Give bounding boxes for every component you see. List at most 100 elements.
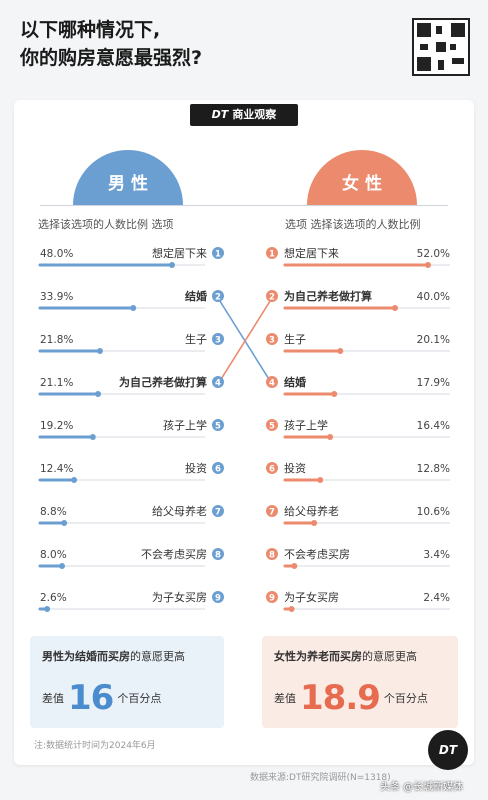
qr-code-icon[interactable] [412, 18, 470, 76]
female-value-label: 10.6% [417, 506, 450, 518]
male-bar-end [89, 434, 96, 440]
summary-male: 男性为结婚而买房的意愿更高 差值 16 个百分点 [30, 636, 224, 728]
female-category-label: 孩子上学 [284, 418, 328, 432]
page-title: 以下哪种情况下, 你的购房意愿最强烈? [20, 16, 202, 72]
footnote: 注:数据统计时间为2024年6月 [34, 741, 156, 751]
male-category-label: 生子 [185, 332, 207, 346]
female-bar-end [288, 606, 295, 612]
female-rank-circle [266, 290, 278, 302]
male-rank-circle [212, 419, 224, 431]
column-header-female: 选项 选择该选项的人数比例 [285, 218, 421, 231]
female-rank-label: 3 [269, 336, 275, 346]
summary-male-title-rest: 的意愿更高 [130, 650, 185, 663]
female-rank-circle [266, 333, 278, 345]
summary-female-prefix: 差值 [274, 692, 296, 705]
summary-female: 女性为养老而买房的意愿更高 差值 18.9 个百分点 [262, 636, 458, 728]
male-rank-circle [212, 376, 224, 388]
female-bar-end [425, 262, 431, 268]
female-rank-label: 1 [269, 250, 275, 260]
summary-male-prefix: 差值 [42, 692, 64, 705]
female-rank-label: 5 [269, 422, 275, 432]
female-category-label: 想定居下来 [284, 246, 339, 260]
male-value-label: 12.4% [40, 463, 73, 475]
male-bar-end [61, 520, 68, 526]
column-header-male: 选择该选项的人数比例 选项 [38, 218, 174, 231]
male-value-label: 2.6% [40, 592, 67, 604]
male-rank-circle [212, 290, 224, 302]
summary-male-diff: 差值 16 个百分点 [42, 678, 161, 718]
male-category-label: 投资 [185, 461, 207, 475]
male-category-label: 给父母养老 [152, 504, 207, 518]
title-line-2: 你的购房意愿最强烈? [20, 47, 203, 69]
female-rank-label: 6 [269, 465, 275, 475]
summary-male-title-bold: 男性为结婚而买房 [42, 650, 130, 663]
summary-female-title: 女性为养老而买房的意愿更高 [274, 648, 417, 664]
female-bar-end [317, 477, 324, 483]
male-rank-label: 2 [215, 293, 221, 303]
male-bar-end [44, 606, 51, 612]
male-bar-end [96, 348, 103, 354]
male-rank-label: 9 [215, 594, 221, 604]
summary-female-title-bold: 女性为养老而买房 [274, 650, 362, 663]
male-value-label: 21.8% [40, 334, 73, 346]
male-bar-end [59, 563, 65, 569]
female-rank-circle [266, 548, 278, 560]
male-rank-circle [212, 548, 224, 560]
title-line-1: 以下哪种情况下, [20, 19, 161, 41]
male-value-label: 8.8% [40, 506, 67, 518]
male-rank-circle [212, 591, 224, 603]
summary-male-title: 男性为结婚而买房的意愿更高 [42, 648, 185, 664]
female-rank-label: 8 [269, 551, 275, 561]
male-value-label: 48.0% [40, 248, 73, 260]
female-rank-circle [266, 462, 278, 474]
female-bar-end [331, 391, 338, 397]
male-bar-end [71, 477, 78, 483]
female-category-label: 给父母养老 [284, 504, 339, 518]
brand-dt-mark: DT [211, 108, 229, 121]
male-bar-end [95, 391, 102, 397]
summary-male-suffix: 个百分点 [117, 692, 162, 705]
male-category-label: 结婚 [184, 289, 207, 303]
female-value-label: 40.0% [417, 291, 450, 303]
female-bar-end [392, 305, 398, 311]
legend-baseline [40, 205, 448, 206]
female-category-label: 生子 [284, 332, 306, 346]
dt-badge-icon: DT [428, 730, 468, 770]
brand-logo: DT 商业观察 [190, 104, 298, 126]
male-category-label: 想定居下来 [152, 246, 207, 260]
male-rank-circle [212, 462, 224, 474]
male-rank-label: 1 [215, 250, 221, 260]
female-value-label: 3.4% [423, 549, 450, 561]
male-value-label: 19.2% [40, 420, 73, 432]
female-rank-circle [266, 505, 278, 517]
male-value-label: 33.9% [40, 291, 73, 303]
female-bar-end [311, 520, 318, 526]
male-category-label: 孩子上学 [163, 418, 207, 432]
female-value-label: 17.9% [417, 377, 450, 389]
female-rank-circle [266, 376, 278, 388]
female-rank-label: 9 [269, 594, 275, 604]
female-rank-circle [266, 247, 278, 259]
female-bar-end [337, 348, 344, 354]
female-rank-label: 7 [269, 508, 275, 518]
female-value-label: 20.1% [417, 334, 450, 346]
female-rank-circle [266, 591, 278, 603]
female-category-label: 为自己养老做打算 [284, 289, 372, 303]
summary-female-suffix: 个百分点 [383, 692, 428, 705]
female-category-label: 投资 [284, 461, 306, 475]
watermark: 头条 @长城新媒体 [380, 782, 464, 793]
brand-name: 商业观察 [232, 108, 277, 121]
female-value-label: 52.0% [417, 248, 450, 260]
male-category-label: 为子女买房 [152, 590, 207, 604]
female-rank-circle [266, 419, 278, 431]
male-rank-label: 7 [215, 508, 221, 518]
female-category-label: 不会考虑买房 [284, 548, 350, 561]
female-category-label: 结婚 [283, 375, 306, 389]
male-category-label: 不会考虑买房 [141, 548, 207, 561]
female-value-label: 2.4% [423, 592, 450, 604]
male-bar-end [169, 262, 175, 268]
male-rank-circle [212, 333, 224, 345]
female-bar-end [291, 563, 298, 569]
